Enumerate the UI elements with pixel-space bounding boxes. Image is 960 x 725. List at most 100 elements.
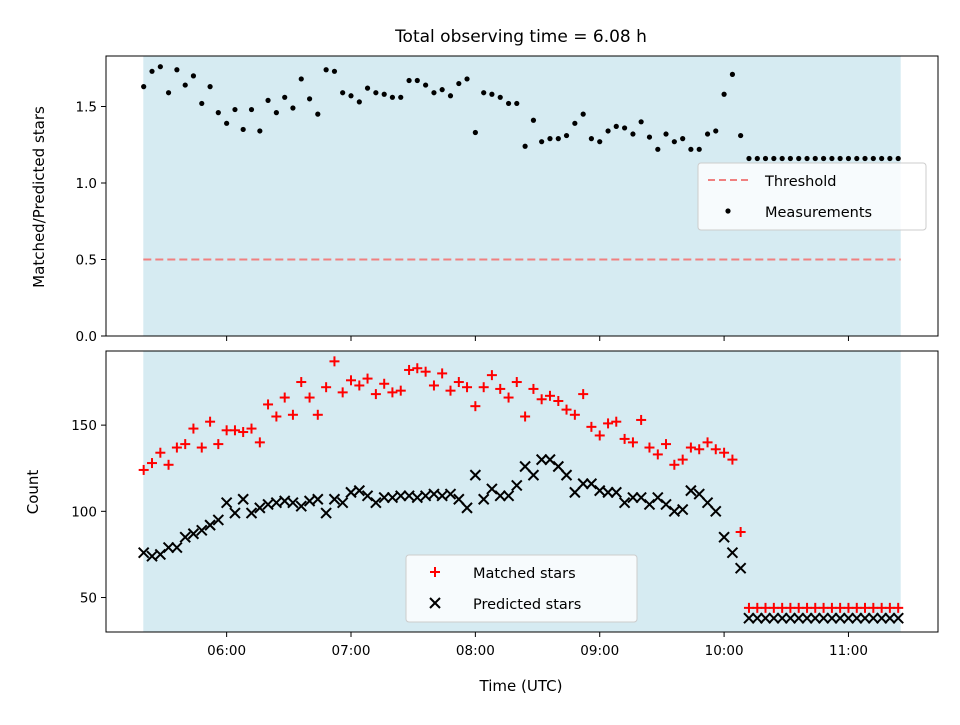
matched-star-point: [453, 377, 464, 388]
predicted-star-point: [328, 493, 341, 505]
predicted-star-point: [660, 498, 672, 511]
top-plot-frame: [105, 55, 939, 337]
predicted-star-point: [411, 491, 423, 504]
measurement-point: [489, 91, 495, 97]
predicted-star-point: [453, 493, 465, 505]
matched-star-point: [238, 427, 249, 438]
predicted-star-point: [560, 469, 573, 481]
predicted-star-point: [179, 531, 191, 543]
matched-star-point: [445, 385, 456, 396]
bottom-y-axis-label: Count: [24, 470, 42, 515]
measurement-point: [713, 128, 719, 134]
y-tick-label: 150: [71, 418, 97, 434]
measurement-point: [746, 155, 752, 162]
measurement-point: [804, 155, 810, 162]
y-tick-label: 1.5: [76, 99, 97, 115]
matched-star-point: [710, 444, 721, 455]
matched-star-point: [345, 375, 356, 386]
measurement-point: [248, 106, 255, 113]
predicted-star-point: [486, 483, 498, 495]
measurement-point: [522, 143, 528, 149]
predicted-star-point: [361, 490, 374, 502]
measurement-point: [762, 155, 769, 162]
legend-matched-swatch: [430, 567, 440, 577]
predicted-star-point: [511, 479, 523, 492]
matched-star-point: [246, 423, 257, 434]
measurement-point: [845, 155, 852, 162]
predicted-star-point: [743, 612, 755, 624]
matched-star-point: [213, 439, 224, 450]
measurement-point: [182, 82, 188, 88]
measurement-point: [837, 155, 843, 162]
predicted-star-point: [395, 490, 407, 502]
predicted-star-point: [594, 484, 606, 497]
measurement-point: [298, 76, 304, 82]
measurement-point: [655, 146, 661, 152]
measurement-point: [257, 128, 263, 134]
x-tick-label: 08:00: [456, 643, 495, 659]
matched-star-point: [619, 433, 630, 444]
measurement-point: [622, 125, 628, 131]
measurement-point: [240, 126, 246, 133]
predicted-star-point: [676, 503, 689, 516]
matched-star-point: [727, 454, 738, 465]
top-legend: Threshold Measurements: [697, 162, 927, 231]
matched-star-point: [437, 368, 448, 379]
measurement-point: [638, 119, 644, 125]
predicted-star-point: [345, 486, 357, 499]
matched-star-point: [578, 389, 589, 400]
matched-star-point: [304, 392, 315, 403]
top-panel: 0.0 0.5 1.0 1.5 Matched/Predicted stars Thr…: [30, 55, 939, 345]
legend-measurements-swatch: [725, 208, 731, 214]
matched-star-point: [171, 442, 182, 453]
measurement-point: [356, 99, 362, 105]
predicted-star-point: [212, 514, 225, 526]
matched-star-point: [661, 439, 672, 450]
measurement-point: [190, 73, 197, 79]
matched-star-point: [478, 382, 489, 393]
x-tick-label: 06:00: [207, 643, 246, 659]
predicted-star-point: [834, 612, 846, 624]
x-axis-label: Time (UTC): [479, 677, 563, 695]
predicted-star-point: [809, 612, 821, 624]
measurement-point: [282, 94, 288, 100]
matched-star-point: [254, 437, 265, 448]
matched-star-point: [163, 459, 174, 470]
predicted-star-point: [220, 496, 233, 509]
measurement-point: [232, 106, 238, 113]
measurement-point: [323, 67, 329, 73]
x-tick-label: 07:00: [332, 643, 371, 659]
measurement-point: [340, 90, 346, 96]
measurement-point: [754, 155, 760, 162]
matched-star-point: [312, 409, 323, 420]
predicted-star-point: [419, 490, 432, 502]
matched-star-point: [702, 437, 713, 448]
predicted-star-point: [784, 612, 797, 624]
predicted-star-point: [386, 491, 399, 504]
measurement-point: [854, 155, 860, 162]
predicted-star-point: [768, 612, 780, 624]
predicted-star-point: [444, 488, 457, 500]
predicted-star-point: [801, 612, 813, 624]
predicted-star-point: [884, 612, 896, 624]
predicted-star-point: [602, 486, 614, 499]
matched-star-point: [379, 378, 390, 389]
matched-star-point: [569, 409, 580, 420]
predicted-star-point: [726, 546, 739, 559]
predicted-star-point: [436, 490, 448, 502]
measurement-point: [364, 85, 371, 91]
measurement-point: [141, 84, 147, 90]
measurement-point: [539, 139, 545, 145]
measurement-point: [481, 90, 487, 96]
predicted-star-point: [552, 460, 565, 473]
measurement-point: [149, 68, 155, 74]
x-tick-label: 11:00: [829, 643, 868, 659]
measurement-point: [721, 91, 727, 97]
measurement-point: [613, 123, 619, 129]
predicted-star-point: [171, 541, 183, 554]
measurement-point: [414, 77, 420, 84]
matched-star-point: [470, 401, 481, 412]
predicted-star-point: [668, 505, 681, 518]
measurement-point: [895, 155, 901, 162]
